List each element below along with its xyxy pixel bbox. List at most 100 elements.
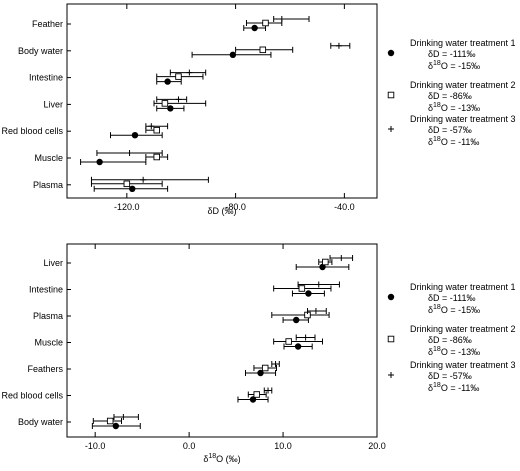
data-point-plus [148, 123, 155, 130]
legend-title: Drinking water treatment 1 [410, 38, 516, 48]
category-label: Body water [18, 46, 63, 56]
data-point-plus [315, 281, 322, 288]
x-axis-title-suffix: O (‰) [216, 454, 241, 464]
category-label: Intestine [29, 285, 63, 295]
data-point-open-square [161, 100, 169, 107]
legend-d18O-suffix: O = -15‰ [441, 61, 480, 71]
legend-d18O: δ18O = -11‰ [428, 136, 479, 147]
data-point-filled-circle [112, 422, 120, 430]
legend: Drinking water treatment 1δD = -111‰δ18O… [387, 38, 516, 147]
x-tick-label: 0.0 [183, 441, 196, 451]
legend-d18O: δ18O = -15‰ [428, 60, 480, 71]
data-point-plus [175, 96, 182, 103]
legend-d18O-suffix: O = -11‰ [441, 383, 480, 393]
data-point-filled-circle [249, 396, 257, 403]
x-axis-title: δ18O (‰) [203, 453, 240, 464]
legend-dD: δD = -57‰ [428, 125, 472, 135]
legend-d18O-sup: 18 [433, 136, 441, 143]
data-point-plus [120, 414, 127, 420]
category-label: Plasma [33, 180, 63, 190]
legend-d18O-prefix: δ [428, 61, 433, 71]
legend-d18O-sup: 18 [433, 304, 441, 311]
legend-dD: δD = -57‰ [428, 371, 472, 381]
data-point-filled-circle [131, 132, 139, 139]
legend-title: Drinking water treatment 3 [410, 360, 516, 370]
data-point-filled-circle [129, 185, 136, 192]
data-point-open-square [253, 391, 261, 398]
panel-deltaD: -120.0 -80.0 -40.0 δD (‰) Feather Body water I… [1, 3, 516, 216]
x-tick-label: 20.0 [368, 441, 386, 451]
legend-d18O-prefix: δ [428, 137, 433, 147]
legend-d18O: δ18O = -13‰ [428, 346, 480, 357]
error-bar [273, 338, 324, 345]
legend-d18O-sup: 18 [433, 102, 441, 109]
data-point-filled-circle [305, 290, 312, 297]
data-point-filled-circle [257, 369, 264, 377]
data-point-filled-circle [251, 24, 258, 32]
data-point-plus [186, 69, 193, 76]
legend-d18O-prefix: δ [428, 383, 433, 393]
category-label: Liver [43, 258, 63, 268]
legend-d18O-suffix: O = -13‰ [441, 103, 480, 113]
data-point-filled-circle [96, 158, 103, 166]
category-label: Feather [32, 19, 63, 29]
data-point-open-square [123, 180, 131, 188]
data-point-open-square [259, 46, 267, 54]
legend-dD: δD = -86‰ [428, 91, 472, 101]
data-point-plus [278, 16, 285, 22]
legend-symbol-filled-circle [387, 49, 395, 57]
category-label: Feathers [27, 364, 63, 374]
data-point-open-square [285, 338, 292, 345]
category-label: Liver [43, 99, 63, 109]
legend-title: Drinking water treatment 2 [410, 80, 516, 90]
data-point-plus [140, 176, 147, 183]
error-bar [90, 176, 209, 183]
legend-d18O-sup: 18 [433, 60, 441, 67]
x-tick-label: 10.0 [274, 441, 292, 451]
data-point-open-square [106, 417, 114, 425]
data-point-filled-circle [164, 78, 171, 85]
legend-symbol-open-square [387, 91, 395, 99]
x-axis-title-sup: 18 [208, 453, 216, 460]
data-point-open-square [261, 364, 269, 372]
category-label: Muscle [34, 338, 63, 348]
legend-dD: δD = -111‰ [428, 49, 475, 59]
legend-d18O-suffix: O = -13‰ [441, 347, 480, 357]
legend-d18O-sup: 18 [433, 346, 441, 353]
legend-symbol-plus [388, 372, 394, 378]
data-point-plus [312, 308, 319, 314]
legend-d18O-suffix: O = -15‰ [441, 305, 480, 315]
legend-title: Drinking water treatment 3 [410, 114, 516, 124]
x-axis-title-unit: (‰) [222, 206, 237, 216]
legend-d18O: δ18O = -15‰ [428, 304, 480, 315]
error-bar [80, 159, 147, 165]
legend-d18O: δ18O = -11‰ [428, 382, 479, 393]
legend-d18O-suffix: O = -11‰ [441, 137, 480, 147]
data-point-plus [272, 361, 279, 367]
legend-symbol-filled-circle [387, 293, 395, 301]
x-axis-title: δD (‰) [207, 206, 236, 216]
data-point-open-square [262, 19, 269, 27]
plot-frame [66, 243, 378, 438]
data-point-plus [338, 255, 345, 261]
data-point-open-square [322, 258, 329, 266]
data-point-plus [126, 150, 133, 156]
data-point-open-square [175, 73, 182, 80]
legend-d18O-prefix: δ [428, 305, 433, 315]
data-point-open-square [298, 285, 306, 292]
data-point-plus [335, 42, 342, 49]
x-axis-title-symbol: δD [207, 206, 219, 216]
data-point-plus [302, 334, 309, 341]
data-point-filled-circle [319, 263, 326, 271]
plot-frame [66, 3, 378, 199]
legend-title: Drinking water treatment 1 [410, 282, 516, 292]
legend-d18O-prefix: δ [428, 103, 433, 113]
category-label: Body water [18, 417, 63, 427]
legend-d18O-sup: 18 [433, 382, 441, 389]
category-label: Red blood cells [1, 126, 63, 136]
data-point-filled-circle [293, 316, 300, 324]
x-tick-label: -40.0 [334, 202, 355, 212]
x-tick-label: -120.0 [114, 202, 140, 212]
